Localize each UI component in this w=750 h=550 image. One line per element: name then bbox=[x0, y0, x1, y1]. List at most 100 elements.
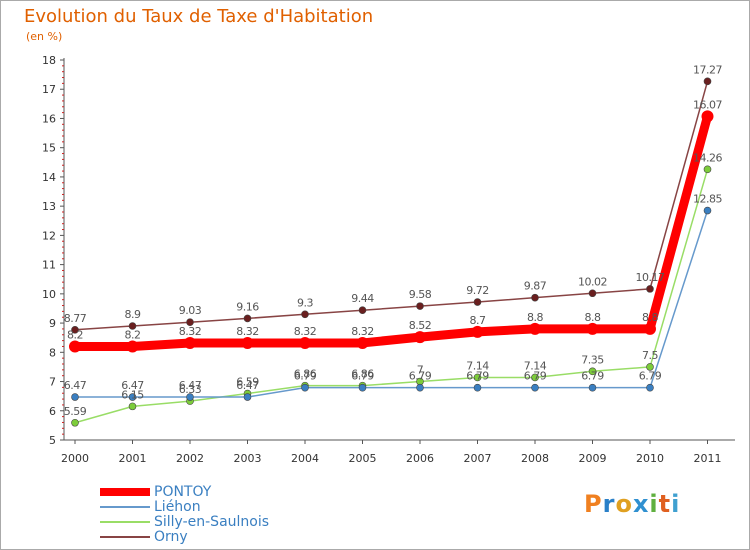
x-tick-label: 2011 bbox=[694, 452, 722, 465]
data-point bbox=[703, 165, 712, 174]
data-point bbox=[126, 340, 139, 353]
data-point bbox=[586, 322, 599, 335]
data-point bbox=[473, 373, 482, 382]
data-label: 9.16 bbox=[236, 300, 259, 313]
data-label: 16.07 bbox=[693, 98, 722, 111]
proxiti-logo: Proxiti bbox=[584, 490, 680, 518]
data-label: 8.2 bbox=[125, 328, 141, 341]
y-tick-label: 16 bbox=[42, 112, 56, 125]
y-tick-label: 6 bbox=[49, 405, 56, 418]
data-label: 6.86 bbox=[294, 368, 317, 381]
data-label: 6.79 bbox=[294, 370, 317, 383]
data-point bbox=[241, 336, 254, 349]
x-tick-label: 2001 bbox=[119, 452, 147, 465]
data-point bbox=[71, 393, 79, 401]
data-point bbox=[358, 383, 367, 392]
logo-letter: x bbox=[632, 490, 650, 518]
legend-label-liehon: Liéhon bbox=[154, 499, 201, 515]
x-tick-label: 2007 bbox=[464, 452, 492, 465]
data-point bbox=[646, 383, 654, 392]
data-label: 7.35 bbox=[581, 353, 604, 366]
data-label: 7 bbox=[417, 364, 424, 377]
y-tick-label: 13 bbox=[42, 200, 56, 213]
data-label: 8.32 bbox=[294, 325, 317, 338]
logo-letter: o bbox=[615, 490, 633, 518]
data-label: 6.59 bbox=[236, 376, 259, 389]
data-label: 9.72 bbox=[466, 284, 489, 297]
x-tick-label: 2008 bbox=[521, 452, 549, 465]
data-point bbox=[71, 418, 79, 427]
data-label: 8.2 bbox=[67, 328, 83, 341]
series-line-liéhon bbox=[74, 209, 709, 398]
data-label: 9.3 bbox=[297, 296, 313, 309]
data-label: 8.8 bbox=[642, 311, 658, 324]
data-label: 8.8 bbox=[527, 311, 543, 324]
data-label: 6.47 bbox=[179, 379, 202, 392]
y-tick-label: 12 bbox=[42, 229, 56, 242]
data-point bbox=[529, 322, 541, 335]
data-point bbox=[186, 318, 194, 327]
data-label: 5.59 bbox=[64, 405, 87, 418]
data-point bbox=[416, 383, 424, 392]
data-label: 6.33 bbox=[179, 383, 202, 396]
logo-letter: t bbox=[658, 490, 672, 518]
data-label: 9.03 bbox=[179, 304, 202, 317]
data-point bbox=[588, 367, 597, 376]
y-tick-label: 11 bbox=[42, 259, 56, 272]
data-point bbox=[703, 206, 712, 215]
data-point bbox=[128, 402, 137, 411]
data-point bbox=[69, 340, 81, 353]
data-point bbox=[646, 285, 654, 293]
logo-letter: r bbox=[602, 490, 616, 518]
data-point bbox=[243, 393, 252, 401]
data-point bbox=[71, 325, 79, 334]
data-label: 8.52 bbox=[409, 319, 432, 332]
data-point bbox=[243, 314, 252, 323]
data-point bbox=[701, 110, 714, 123]
data-point bbox=[299, 336, 311, 349]
x-tick-label: 2002 bbox=[176, 452, 204, 465]
data-point bbox=[471, 325, 484, 338]
data-label: 7.5 bbox=[642, 349, 658, 362]
chart-title: Evolution du Taux de Taxe d'Habitation bbox=[24, 6, 374, 27]
data-label: 8.32 bbox=[179, 325, 202, 338]
data-point bbox=[531, 383, 539, 392]
legend-swatch-liehon bbox=[100, 506, 150, 508]
data-label: 17.27 bbox=[693, 63, 722, 76]
data-label: 6.79 bbox=[581, 370, 604, 383]
data-label: 12.85 bbox=[693, 193, 722, 206]
data-label: 6.79 bbox=[639, 370, 662, 383]
data-point bbox=[186, 393, 194, 401]
x-tick-label: 2000 bbox=[61, 452, 89, 465]
data-label: 6.47 bbox=[64, 379, 87, 392]
data-point bbox=[588, 383, 597, 392]
data-point bbox=[473, 383, 482, 392]
legend-label-orny: Orny bbox=[154, 529, 188, 545]
data-point bbox=[416, 302, 424, 310]
data-label: 7.14 bbox=[466, 359, 489, 372]
series-line-silly-en-saulnois bbox=[74, 168, 709, 424]
logo-letter: P bbox=[584, 490, 603, 518]
data-point bbox=[588, 289, 597, 298]
data-label: 6.79 bbox=[466, 370, 489, 383]
data-point bbox=[703, 77, 712, 86]
y-tick-label: 15 bbox=[42, 142, 56, 155]
data-label: 10.17 bbox=[636, 271, 665, 284]
data-point bbox=[301, 310, 309, 319]
chart-subtitle: (en %) bbox=[26, 30, 63, 43]
data-label: 6.86 bbox=[351, 368, 374, 381]
legend-label-pontoy: PONTOY bbox=[154, 484, 212, 500]
y-tick-label: 7 bbox=[49, 376, 56, 389]
data-label: 10.02 bbox=[578, 275, 607, 288]
data-label: 6.79 bbox=[524, 370, 547, 383]
data-point bbox=[531, 293, 539, 302]
data-point bbox=[646, 363, 654, 371]
data-label: 6.47 bbox=[236, 379, 259, 392]
data-label: 8.7 bbox=[470, 314, 486, 327]
data-label: 8.77 bbox=[64, 312, 87, 325]
data-label: 8.8 bbox=[585, 311, 601, 324]
y-tick-label: 18 bbox=[42, 54, 56, 67]
y-tick-label: 14 bbox=[42, 171, 56, 184]
data-point bbox=[531, 373, 539, 382]
